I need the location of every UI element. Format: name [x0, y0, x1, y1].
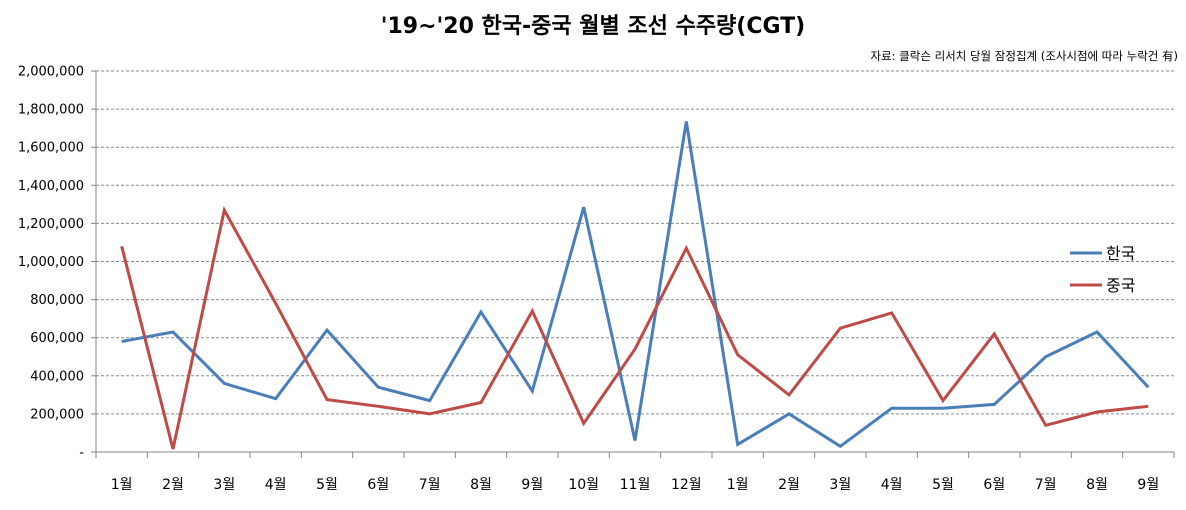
data-point	[1044, 423, 1048, 427]
x-tick-label: 1월	[727, 477, 749, 493]
data-point	[1095, 330, 1099, 334]
x-tick-label: 3월	[829, 477, 851, 493]
y-tick-label: 400,000	[30, 369, 84, 384]
series-layer	[120, 119, 1150, 451]
x-tick-label: 8월	[1086, 477, 1108, 493]
x-tick-label: 3월	[213, 477, 235, 493]
data-point	[890, 311, 894, 315]
data-point	[582, 205, 586, 209]
x-tick-label: 4월	[265, 477, 287, 493]
data-point	[736, 442, 740, 446]
data-point	[582, 421, 586, 425]
data-point	[120, 244, 124, 248]
series-line-china	[120, 205, 1149, 450]
x-tick-label: 9월	[1137, 477, 1159, 493]
data-point	[171, 447, 175, 451]
y-tick-label: -	[79, 446, 84, 461]
y-tick-label: 1,600,000	[18, 141, 84, 156]
x-tick-label: 7월	[419, 477, 441, 493]
x-tick-label: 6월	[983, 477, 1005, 493]
y-tick-label: 1,800,000	[18, 103, 84, 118]
data-point	[120, 340, 124, 344]
data-point	[1146, 404, 1150, 408]
data-point	[633, 347, 637, 351]
data-point	[684, 119, 688, 123]
y-tick-label: 1,400,000	[18, 179, 84, 194]
x-tick-label: 4월	[881, 477, 903, 493]
x-tick-label: 7월	[1035, 477, 1057, 493]
data-point	[274, 301, 278, 305]
data-point	[222, 381, 226, 385]
data-point	[376, 385, 380, 389]
data-point	[530, 309, 534, 313]
data-point	[992, 332, 996, 336]
y-tick-label: 2,000,000	[18, 65, 84, 80]
y-tick-label: 1,000,000	[18, 255, 84, 270]
data-point	[274, 397, 278, 401]
x-tick-label: 5월	[932, 477, 954, 493]
x-tick-label: 5월	[316, 477, 338, 493]
series-line-korea	[121, 121, 1150, 449]
data-point	[941, 399, 945, 403]
data-point	[890, 406, 894, 410]
x-tick-label: 6월	[367, 477, 389, 493]
y-tick-label: 200,000	[30, 407, 84, 422]
data-point	[325, 398, 329, 402]
data-point	[325, 328, 329, 332]
x-tick-label: 10월	[568, 477, 599, 493]
data-point	[787, 393, 791, 397]
data-point	[171, 330, 175, 334]
data-point	[838, 444, 842, 448]
x-tick-label: 12월	[671, 477, 702, 493]
x-tick-label: 2월	[162, 477, 184, 493]
data-point	[838, 326, 842, 330]
data-point	[787, 412, 791, 416]
data-point	[479, 310, 483, 314]
y-tick-label: 600,000	[30, 331, 84, 346]
y-tick-label: 800,000	[30, 293, 84, 308]
x-tick-label: 9월	[521, 477, 543, 493]
data-point	[1146, 385, 1150, 389]
data-point	[428, 412, 432, 416]
y-tick-label: 1,200,000	[18, 217, 84, 232]
data-point	[941, 406, 945, 410]
data-point	[530, 389, 534, 393]
data-point	[736, 353, 740, 357]
chart-source-note: 자료: 클락슨 리서치 당월 잠정집계 (조사시점에 따라 누락건 有)	[870, 49, 1178, 63]
data-point	[1044, 355, 1048, 359]
data-point	[428, 399, 432, 403]
data-point	[376, 404, 380, 408]
data-point	[633, 439, 637, 443]
chart-title: '19~'20 한국-중국 월별 조선 수주량(CGT)	[380, 14, 806, 39]
x-tick-label: 8월	[470, 477, 492, 493]
x-tick-label: 1월	[111, 477, 133, 493]
axis-layer: - 200,000 400,000 600,000 800,000 1,000,000 1,…	[18, 65, 1175, 493]
x-tick-label: 2월	[778, 477, 800, 493]
data-point	[1095, 410, 1099, 414]
grid-layer	[96, 70, 1174, 415]
data-point	[992, 402, 996, 406]
data-point	[684, 246, 688, 250]
data-point	[479, 400, 483, 404]
legend-label: 중국	[1106, 276, 1135, 295]
x-tick-label: 11월	[620, 477, 651, 493]
data-point	[222, 208, 226, 212]
legend-label: 한국	[1106, 244, 1135, 263]
